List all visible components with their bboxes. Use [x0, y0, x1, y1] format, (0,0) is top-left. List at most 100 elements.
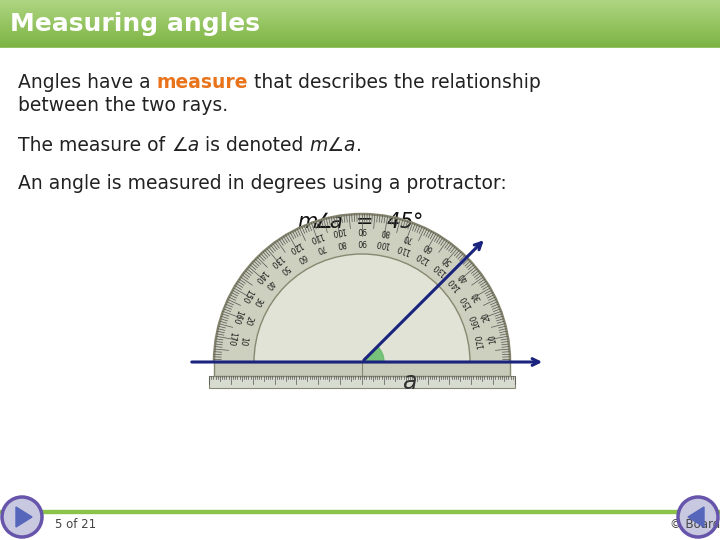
Text: between the two rays.: between the two rays.: [18, 96, 228, 115]
Bar: [0, 12, 720, 13]
Text: $m\!\angle\!a$  =  45°: $m\!\angle\!a$ = 45°: [297, 212, 423, 232]
Bar: [0, 7, 720, 8]
Bar: [0, 20, 720, 21]
Bar: [0, 43, 720, 44]
Text: 10: 10: [238, 335, 248, 347]
Text: 60: 60: [422, 241, 435, 253]
Bar: [214, 362, 510, 376]
Text: 30: 30: [471, 289, 483, 302]
Bar: [0, 4, 720, 5]
Bar: [0, 42, 720, 43]
Bar: [0, 30, 720, 31]
Text: 20: 20: [481, 310, 492, 322]
Text: Angles have a: Angles have a: [18, 73, 157, 92]
Text: 150: 150: [459, 293, 474, 310]
Text: 110: 110: [308, 231, 325, 244]
Bar: [0, 24, 720, 25]
Bar: [0, 11, 720, 12]
Text: 160: 160: [230, 308, 244, 325]
Wedge shape: [362, 347, 384, 362]
Bar: [0, 19, 720, 20]
Bar: [0, 16, 720, 17]
Text: 70: 70: [315, 242, 327, 254]
Bar: [0, 2, 720, 3]
Bar: [0, 33, 720, 34]
Text: 170: 170: [225, 331, 237, 347]
Text: 130: 130: [268, 252, 285, 268]
Polygon shape: [688, 507, 704, 527]
Bar: [0, 36, 720, 37]
Polygon shape: [214, 214, 510, 362]
Circle shape: [2, 497, 42, 537]
Text: 140: 140: [446, 276, 463, 293]
Bar: [0, 44, 720, 45]
Text: m∠a: m∠a: [310, 136, 356, 155]
Bar: [0, 41, 720, 42]
Bar: [0, 15, 720, 16]
Bar: [0, 25, 720, 26]
Text: 50: 50: [441, 254, 454, 267]
Bar: [0, 1, 720, 2]
Bar: [214, 362, 510, 376]
Text: 70: 70: [401, 231, 413, 243]
Text: © Boardworks 2012: © Boardworks 2012: [670, 518, 720, 531]
Bar: [0, 38, 720, 39]
Bar: [0, 27, 720, 28]
Text: 80: 80: [336, 238, 346, 248]
Bar: [0, 40, 720, 41]
Text: 50: 50: [278, 263, 291, 276]
Text: 100: 100: [375, 238, 391, 249]
Bar: [0, 26, 720, 27]
Bar: [0, 34, 720, 35]
Bar: [0, 45, 720, 46]
Text: 40: 40: [457, 270, 470, 284]
Bar: [0, 35, 720, 36]
Text: 150: 150: [240, 287, 254, 304]
Text: 100: 100: [331, 226, 347, 237]
Text: 170: 170: [475, 333, 487, 349]
Bar: [0, 6, 720, 7]
Bar: [0, 28, 720, 29]
Bar: [0, 510, 720, 513]
Text: An angle is measured in degrees using a protractor:: An angle is measured in degrees using a …: [18, 174, 507, 193]
Text: 10: 10: [487, 333, 498, 345]
Bar: [0, 14, 720, 15]
Bar: [0, 5, 720, 6]
Text: Measuring angles: Measuring angles: [10, 12, 260, 36]
Bar: [0, 22, 720, 23]
Bar: [0, 29, 720, 30]
Bar: [0, 23, 720, 24]
Text: 60: 60: [295, 251, 308, 264]
Bar: [0, 17, 720, 18]
Text: 20: 20: [243, 315, 254, 327]
Bar: [0, 0, 720, 1]
Text: 90: 90: [357, 225, 367, 234]
Bar: [0, 18, 720, 19]
Bar: [0, 13, 720, 14]
Bar: [209, 376, 515, 388]
Text: ∠a: ∠a: [171, 136, 199, 155]
Bar: [209, 376, 515, 388]
Circle shape: [678, 497, 718, 537]
Text: The measure of: The measure of: [18, 136, 171, 155]
Text: that describes the relationship: that describes the relationship: [248, 73, 541, 92]
Polygon shape: [16, 507, 32, 527]
Text: 80: 80: [379, 226, 390, 237]
Text: measure: measure: [157, 73, 248, 92]
Bar: [0, 10, 720, 11]
Bar: [0, 37, 720, 38]
Bar: [0, 3, 720, 4]
Text: 140: 140: [252, 268, 269, 285]
Text: 130: 130: [431, 261, 448, 278]
Text: $a$: $a$: [402, 370, 417, 394]
Text: is denoted: is denoted: [199, 136, 310, 155]
Text: 90: 90: [357, 237, 367, 246]
Text: 40: 40: [263, 278, 276, 291]
Bar: [0, 47, 720, 48]
Bar: [0, 46, 720, 47]
Text: 5 of 21: 5 of 21: [55, 518, 96, 531]
Bar: [0, 32, 720, 33]
Bar: [0, 31, 720, 32]
Bar: [0, 21, 720, 22]
Bar: [0, 8, 720, 9]
